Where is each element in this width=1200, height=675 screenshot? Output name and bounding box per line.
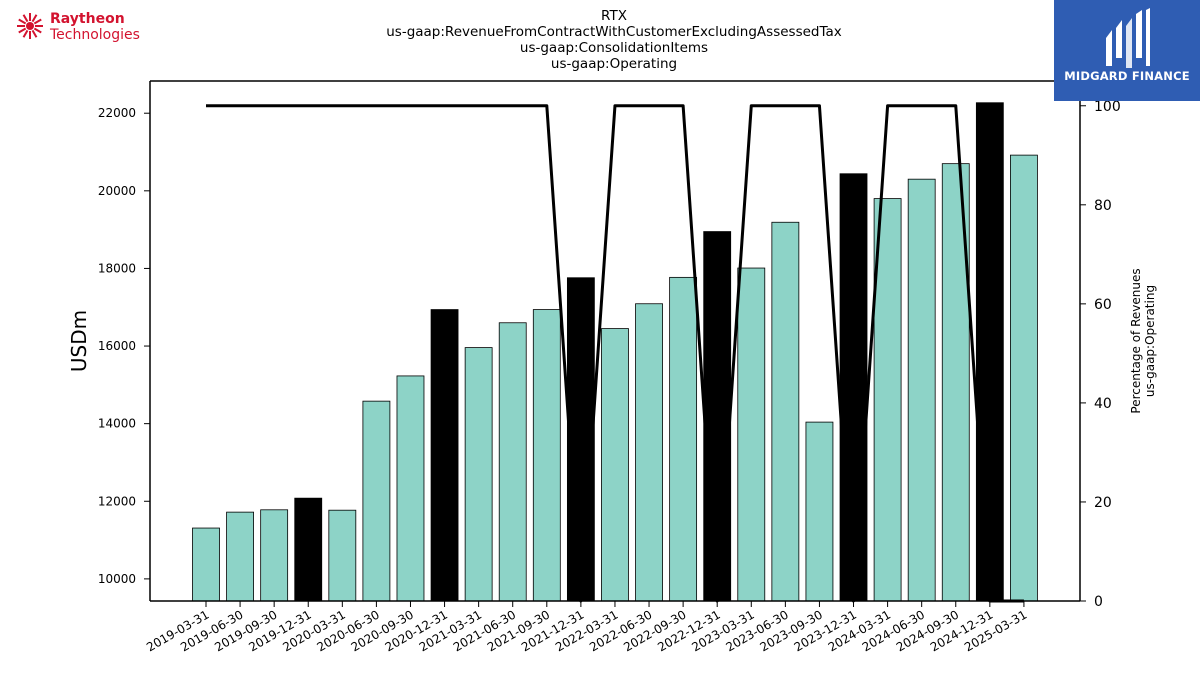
- y2-axis-label: Percentage of Revenues us-gaap:Operating: [1129, 268, 1157, 413]
- y2-tick-label: 20: [1094, 495, 1112, 511]
- bar: [192, 527, 220, 602]
- bar: [498, 322, 527, 602]
- bar: [260, 509, 289, 602]
- bar: [396, 375, 425, 602]
- y2-tick-label: 0: [1094, 594, 1103, 610]
- bar: [873, 198, 902, 602]
- chart-title: RTXus-gaap:RevenueFromContractWithCustom…: [386, 8, 842, 72]
- y2-axis-label-line: us-gaap:Operating: [1143, 285, 1157, 397]
- watermark-text: MIDGARD FINANCE: [1064, 69, 1190, 83]
- y2-tick-label: 100: [1094, 99, 1121, 115]
- x-axis-ticks: 2019-03-312019-06-302019-09-302019-12-31…: [144, 601, 1029, 654]
- midgard-logo-icon: [1106, 8, 1150, 68]
- company-name-suffix: Technologies: [50, 27, 140, 43]
- bar: [975, 102, 1004, 602]
- raytheon-sunburst-icon: [17, 13, 43, 39]
- y2-axis-ticks: 0 20 40 60 80 100: [1080, 99, 1121, 610]
- y-tick-label: 16000: [98, 339, 136, 353]
- y-tick-label: 20000: [98, 184, 136, 198]
- chart-title-line: us-gaap:RevenueFromContractWithCustomerE…: [386, 24, 842, 40]
- bar: [703, 231, 732, 602]
- bar: [294, 497, 323, 602]
- y-tick-label: 14000: [98, 417, 136, 431]
- bar: [464, 347, 493, 602]
- y-axis-label: USDm: [67, 310, 91, 372]
- percentage-line: [206, 104, 1024, 603]
- bar-series: [192, 102, 1038, 602]
- chart-title-line: RTX: [601, 8, 627, 24]
- chart-title-line: us-gaap:Operating: [551, 56, 677, 72]
- y2-tick-label: 40: [1094, 396, 1112, 412]
- y-tick-label: 10000: [98, 572, 136, 586]
- y2-tick-label: 60: [1094, 297, 1112, 313]
- bar: [601, 328, 629, 602]
- y-tick-label: 12000: [98, 494, 136, 508]
- y2-tick-label: 80: [1094, 198, 1112, 214]
- bar: [362, 400, 391, 602]
- bar: [669, 276, 698, 602]
- bar: [737, 267, 766, 602]
- raytheon-logo: Raytheon Technologies: [14, 10, 154, 46]
- bar: [839, 173, 868, 602]
- company-name: Raytheon: [50, 11, 125, 27]
- bar: [635, 303, 663, 602]
- y2-axis-label-line: Percentage of Revenues: [1129, 268, 1143, 413]
- y-tick-label: 22000: [98, 106, 136, 120]
- bar: [566, 277, 595, 602]
- bar: [226, 511, 254, 602]
- bar: [1010, 154, 1038, 602]
- y-axis-ticks: 10000 12000 14000 16000 18000 20000 22000: [98, 106, 150, 586]
- percentage-line-series: [206, 104, 1024, 603]
- bar: [771, 221, 800, 602]
- y-tick-label: 18000: [98, 261, 136, 275]
- bar: [430, 309, 459, 602]
- bar: [805, 421, 834, 602]
- bar: [328, 509, 357, 602]
- midgard-finance-watermark: MIDGARD FINANCE: [1054, 0, 1200, 101]
- bar: [532, 309, 561, 602]
- bar: [907, 178, 936, 602]
- chart-title-line: us-gaap:ConsolidationItems: [520, 40, 708, 56]
